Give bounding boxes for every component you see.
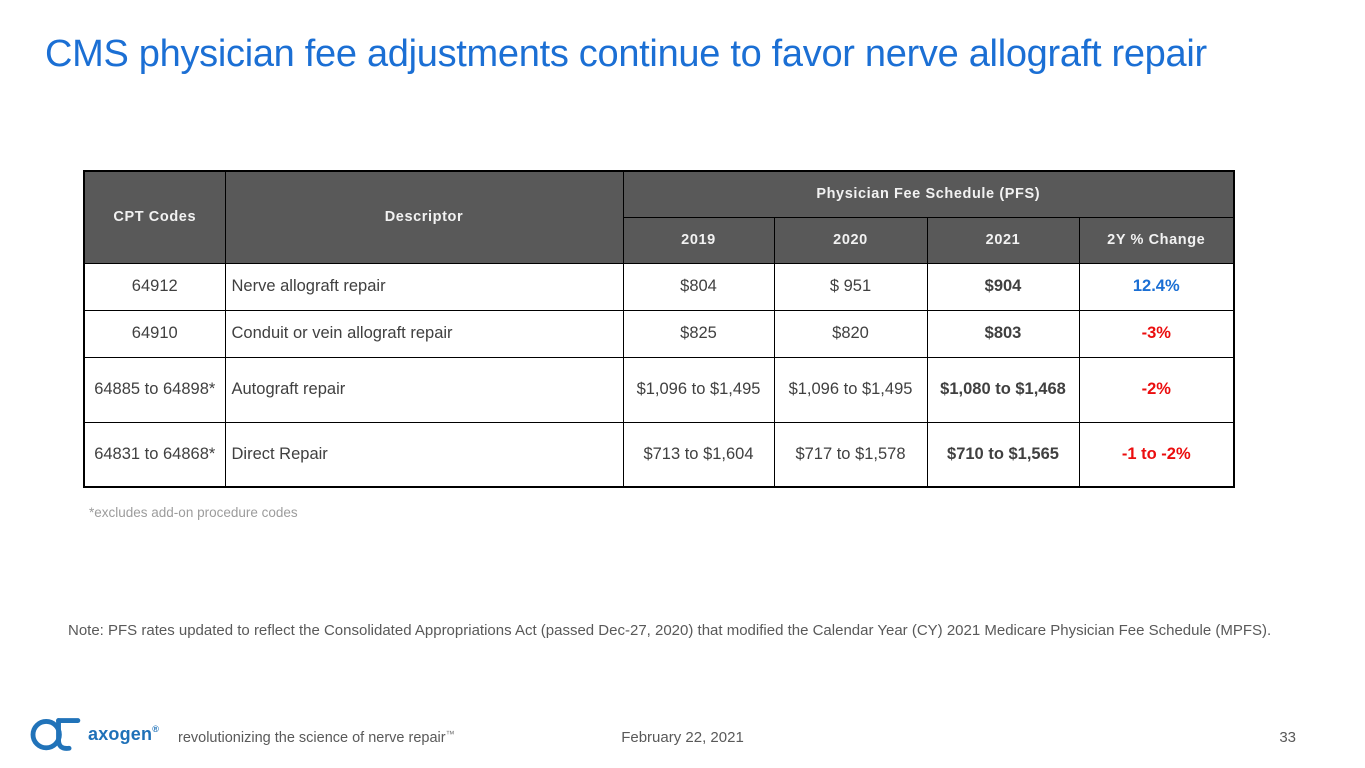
table-row: 64831 to 64868* Direct Repair $713 to $1… <box>83 421 1235 488</box>
fee-2021-cell: $803 <box>926 309 1080 358</box>
cpt-code-cell: 64910 <box>83 309 226 358</box>
table-footnote: *excludes add-on procedure codes <box>89 505 298 520</box>
descriptor-cell: Nerve allograft repair <box>224 262 624 311</box>
axogen-wordmark: axogen® <box>88 724 160 744</box>
axogen-logo: axogen® <box>28 710 159 759</box>
fee-2021-cell: $1,080 to $1,468 <box>926 356 1080 423</box>
footer-tagline: revolutionizing the science of nerve rep… <box>178 729 455 746</box>
fee-2020-cell: $820 <box>773 309 928 358</box>
fee-2021-cell: $710 to $1,565 <box>926 421 1080 488</box>
table-header-row-group: CPT Codes Descriptor Physician Fee Sched… <box>83 170 1235 264</box>
change-cell: -1 to -2% <box>1078 421 1235 488</box>
fee-2020-cell: $717 to $1,578 <box>773 421 928 488</box>
page-number: 33 <box>1279 729 1296 746</box>
cpt-code-cell: 64831 to 64868* <box>83 421 226 488</box>
column-header-cpt-codes: CPT Codes <box>83 170 226 264</box>
descriptor-cell: Conduit or vein allograft repair <box>224 309 624 358</box>
fee-2019-cell: $825 <box>622 309 775 358</box>
column-header-2021: 2021 <box>926 216 1080 264</box>
column-group-header-pfs: Physician Fee Schedule (PFS) <box>622 170 1235 218</box>
registered-mark: ® <box>152 724 160 734</box>
footer-date: February 22, 2021 <box>621 729 744 746</box>
change-cell: 12.4% <box>1078 262 1235 311</box>
pfs-note: Note: PFS rates updated to reflect the C… <box>68 622 1272 639</box>
fee-2020-cell: $ 951 <box>773 262 928 311</box>
fee-2019-cell: $1,096 to $1,495 <box>622 356 775 423</box>
cpt-code-cell: 64885 to 64898* <box>83 356 226 423</box>
table-header-row-years: 2019 2020 2021 2Y % Change <box>84 216 1235 264</box>
change-cell: -2% <box>1078 356 1235 423</box>
slide-title: CMS physician fee adjustments continue t… <box>45 33 1207 75</box>
fee-2021-cell: $904 <box>926 262 1080 311</box>
column-header-2019: 2019 <box>622 216 775 264</box>
column-header-descriptor: Descriptor <box>224 170 624 264</box>
cpt-code-cell: 64912 <box>83 262 226 311</box>
physician-fee-schedule-table: CPT Codes Descriptor Physician Fee Sched… <box>83 170 1236 488</box>
column-header-2020: 2020 <box>773 216 928 264</box>
table-row: 64912 Nerve allograft repair $804 $ 951 … <box>83 262 1235 311</box>
table-row: 64885 to 64898* Autograft repair $1,096 … <box>83 356 1235 423</box>
trademark-symbol: ™ <box>445 729 455 739</box>
descriptor-cell: Autograft repair <box>224 356 624 423</box>
change-cell: -3% <box>1078 309 1235 358</box>
fee-2019-cell: $804 <box>622 262 775 311</box>
axogen-logo-icon <box>28 710 82 759</box>
table-row: 64910 Conduit or vein allograft repair $… <box>83 309 1235 358</box>
fee-2019-cell: $713 to $1,604 <box>622 421 775 488</box>
descriptor-cell: Direct Repair <box>224 421 624 488</box>
fee-2020-cell: $1,096 to $1,495 <box>773 356 928 423</box>
column-header-2y-change: 2Y % Change <box>1078 216 1235 264</box>
